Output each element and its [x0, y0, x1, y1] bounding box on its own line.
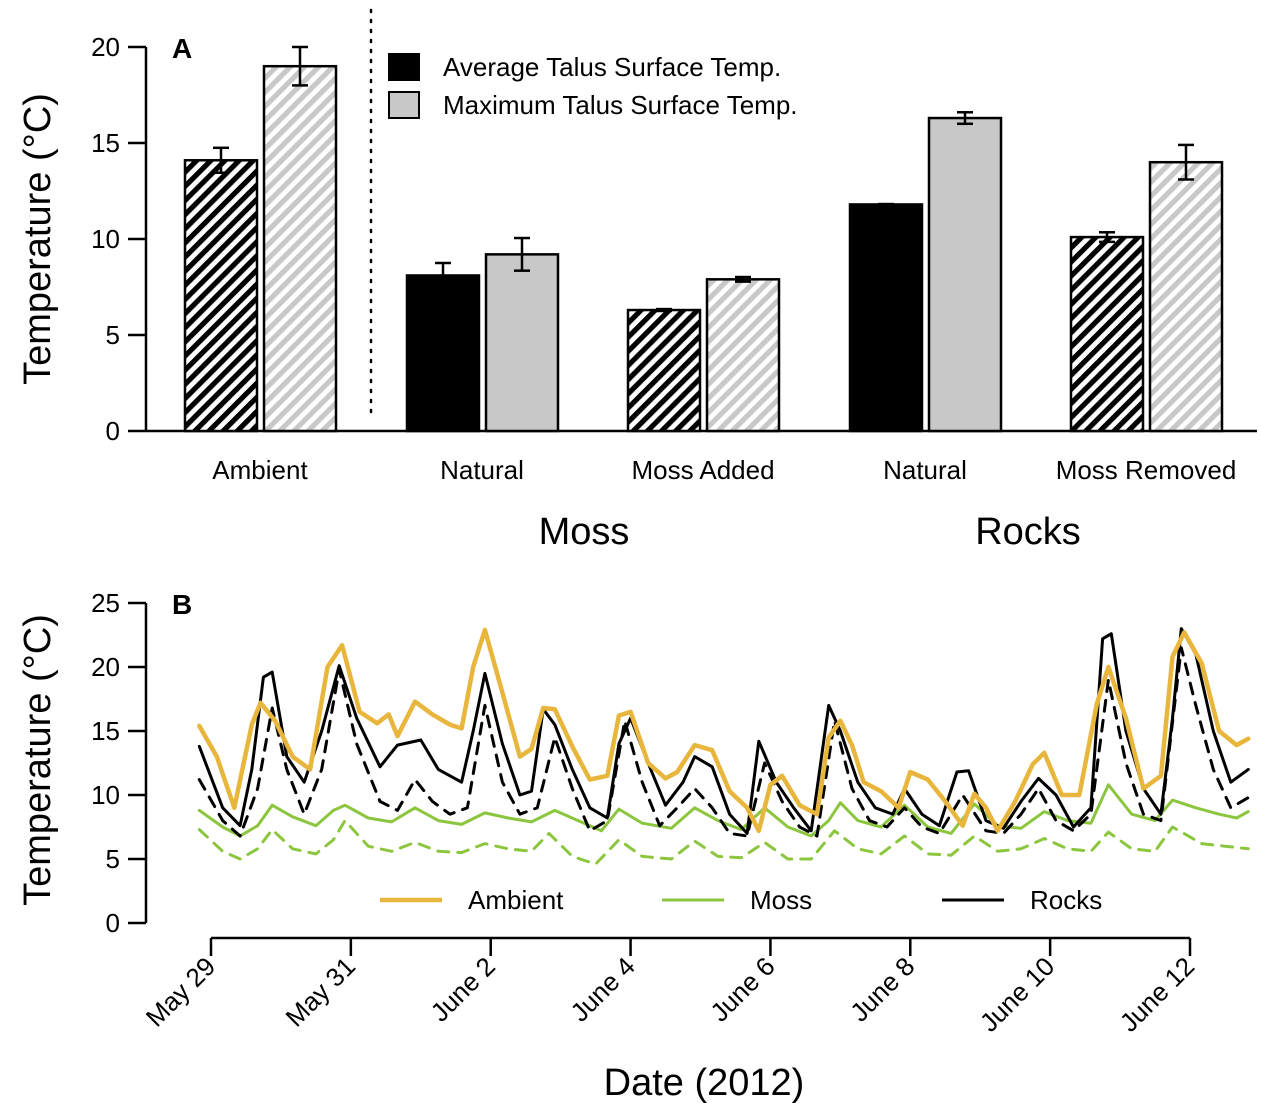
legend-label: Maximum Talus Surface Temp.: [443, 90, 798, 120]
x-tick-label: June 12: [1114, 951, 1201, 1038]
y-tick-label: 0: [106, 416, 120, 446]
legend-label: Average Talus Surface Temp.: [443, 52, 781, 82]
x-tick-label: June 10: [974, 951, 1061, 1038]
category-label: Moss Removed: [1056, 455, 1237, 485]
group-label: Rocks: [975, 511, 1081, 553]
panel-a-bar-chart: 0 5 10 15 20 Temperature (°C) A Ambient Natural M…: [17, 8, 1257, 553]
x-tick-label: June 6: [704, 951, 780, 1027]
legend-label: Rocks: [1030, 885, 1102, 915]
y-axis-label: Temperature (°C): [17, 93, 59, 385]
y-tick-label: 10: [91, 780, 120, 810]
group-label: Moss: [539, 511, 630, 553]
y-tick-label: 20: [91, 652, 120, 682]
y-tick-label: 20: [91, 32, 120, 62]
category-label: Ambient: [212, 455, 308, 485]
series-line-ambient-solid: [197, 627, 1251, 834]
x-tick-label: June 8: [844, 951, 920, 1027]
y-tick-label: 10: [91, 224, 120, 254]
bar-maximum: [705, 278, 781, 433]
y-tick-label: 0: [106, 908, 120, 938]
bar-maximum: [927, 116, 1003, 433]
bar-average: [1069, 235, 1145, 433]
bar-maximum: [484, 253, 560, 433]
bar-maximum: [262, 64, 338, 433]
legend-swatch: [388, 53, 420, 81]
bar-maximum: [1148, 160, 1224, 433]
panel-label: B: [172, 589, 192, 620]
panel-label: A: [172, 33, 192, 64]
y-tick-label: 15: [91, 128, 120, 158]
y-tick-label: 15: [91, 716, 120, 746]
y-tick-label: 25: [91, 588, 120, 618]
series-line-rocks-dashed: [197, 646, 1250, 838]
category-label: Moss Added: [631, 455, 774, 485]
legend-label: Ambient: [468, 885, 564, 915]
y-tick-label: 5: [106, 320, 120, 350]
legend: Average Talus Surface Temp. Maximum Talus…: [388, 52, 798, 120]
legend-label: Moss: [750, 885, 812, 915]
bar-average: [848, 203, 924, 433]
series-line-moss-dashed: [197, 819, 1250, 866]
category-label: Natural: [440, 455, 524, 485]
panel-b-line-chart: 0 5 10 15 20 25 Temperature (°C) B May 29 May 31 J…: [17, 588, 1251, 1104]
y-axis-label: Temperature (°C): [17, 614, 59, 906]
x-tick-label: June 2: [425, 951, 501, 1027]
bar-average: [405, 274, 481, 433]
y-tick-label: 5: [106, 844, 120, 874]
legend: Ambient Moss Rocks: [380, 885, 1102, 915]
x-tick-label: May 29: [140, 951, 222, 1033]
x-axis-label: Date (2012): [604, 1062, 805, 1104]
series-line-moss-solid: [197, 783, 1250, 838]
x-tick-label: June 4: [564, 951, 640, 1027]
x-tick-label: May 31: [280, 951, 362, 1033]
legend-swatch: [388, 91, 420, 119]
bar-average: [183, 159, 259, 433]
bar-average: [626, 308, 702, 433]
category-label: Natural: [883, 455, 967, 485]
